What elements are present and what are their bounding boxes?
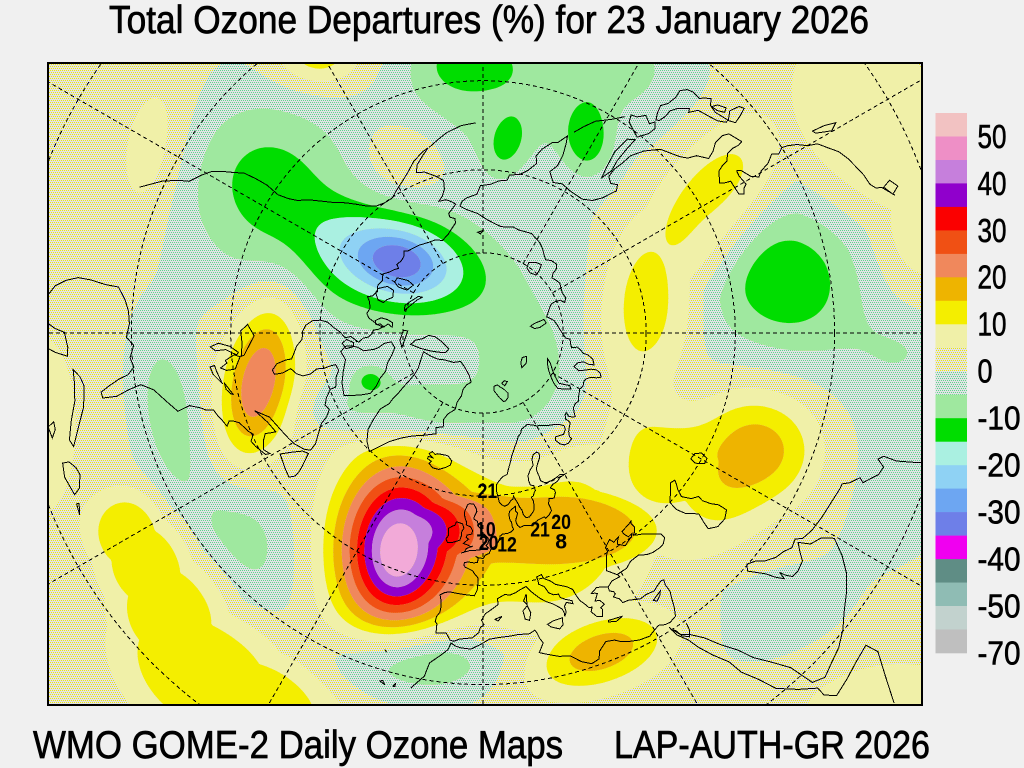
svg-text:12: 12 [497, 533, 517, 556]
svg-text:8: 8 [555, 531, 567, 554]
svg-text:10: 10 [978, 306, 1007, 343]
svg-text:21: 21 [478, 480, 498, 503]
svg-text:-30: -30 [978, 494, 1021, 531]
svg-text:10: 10 [476, 519, 496, 542]
svg-text:-70: -70 [978, 634, 1021, 671]
svg-text:50: 50 [978, 118, 1007, 155]
svg-text:Total Ozone Departures (%) for: Total Ozone Departures (%) for 23 Januar… [109, 0, 869, 42]
svg-text:20: 20 [551, 511, 571, 534]
svg-text:20: 20 [479, 532, 499, 555]
svg-text:LAP-AUTH-GR 2026: LAP-AUTH-GR 2026 [614, 724, 930, 767]
svg-text:-50: -50 [978, 587, 1021, 624]
svg-text:WMO GOME-2 Daily Ozone Maps: WMO GOME-2 Daily Ozone Maps [33, 724, 563, 767]
svg-text:0: 0 [978, 353, 993, 390]
svg-text:40: 40 [978, 165, 1007, 202]
svg-text:-10: -10 [978, 400, 1021, 437]
svg-text:21: 21 [530, 519, 550, 542]
svg-text:-40: -40 [978, 541, 1021, 578]
svg-text:-20: -20 [978, 447, 1021, 484]
svg-text:30: 30 [978, 212, 1007, 249]
svg-text:20: 20 [978, 259, 1007, 296]
